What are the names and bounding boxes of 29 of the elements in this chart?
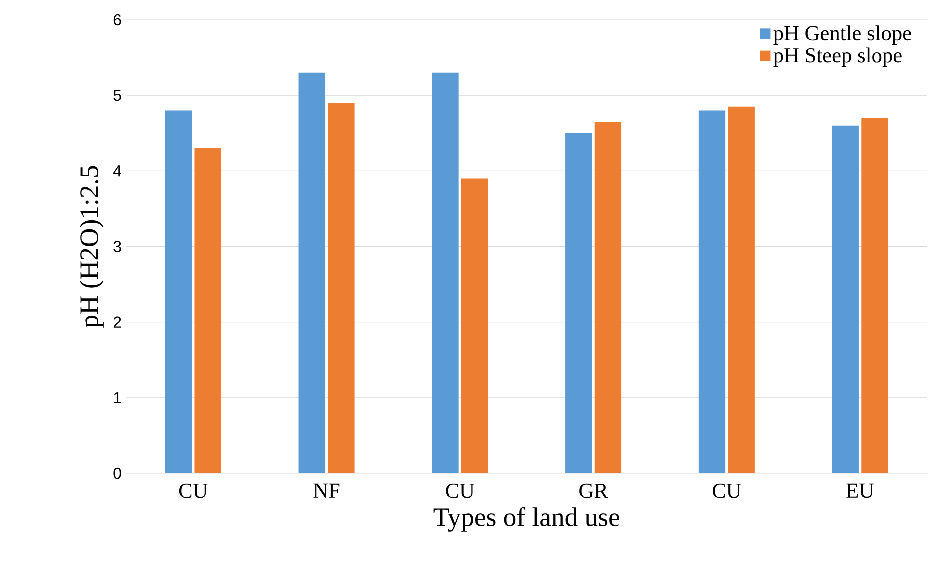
x-tick-label: CU: [712, 484, 742, 498]
bar: [862, 118, 888, 474]
x-tick-label: EU: [846, 484, 874, 498]
bar: [432, 72, 459, 474]
y-tick-label: 5: [114, 90, 122, 102]
bar: [566, 133, 592, 474]
y-tick-label: 0: [114, 468, 122, 480]
legend-label: pH Steep slope: [774, 48, 902, 68]
bar: [594, 122, 622, 474]
bar: [698, 110, 726, 474]
y-tick-label: 1: [114, 392, 122, 404]
y-tick-label: 3: [114, 241, 122, 252]
legend-label: pH Gentle slope: [774, 26, 912, 45]
bar: [298, 72, 326, 474]
y-tick-label: 6: [114, 14, 122, 26]
y-tick-label: 4: [113, 166, 122, 177]
bar: [165, 110, 192, 474]
bar: [328, 103, 355, 474]
bar: [461, 178, 488, 474]
bar: [194, 148, 222, 474]
y-axis-title: pH (H2O)1:2.5: [80, 166, 104, 328]
x-tick-label: NF: [314, 484, 340, 498]
bar: [832, 126, 859, 474]
x-tick-label: GR: [580, 484, 608, 498]
x-tick-label: CU: [179, 484, 208, 498]
x-tick-label: CU: [446, 484, 475, 498]
bar: [728, 106, 755, 474]
x-axis-title: Types of land use: [434, 507, 620, 532]
y-tick-label: 2: [114, 316, 122, 328]
